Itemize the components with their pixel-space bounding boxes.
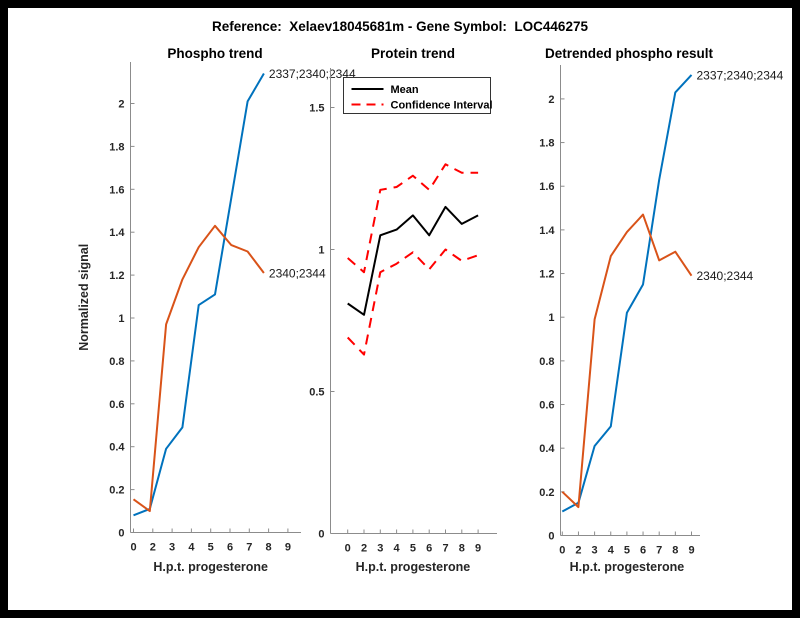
y-tick-label: 0.8 <box>539 356 554 368</box>
x-tick-label: 4 <box>394 543 401 555</box>
x-tick-label: 8 <box>266 542 272 554</box>
y-tick-label: 1.4 <box>539 225 555 237</box>
y-tick-label: 0.8 <box>109 356 124 368</box>
x-tick-label: 7 <box>246 542 252 554</box>
legend-item-label: Confidence Interval <box>391 100 493 112</box>
y-tick-label: 2 <box>548 94 554 106</box>
series-line <box>561 74 693 513</box>
x-tick-label: 2 <box>575 545 581 557</box>
y-tick-label: 1 <box>318 245 324 257</box>
y-tick-label: 1.5 <box>309 103 324 115</box>
series-line <box>132 224 265 513</box>
y-tick-label: 1.2 <box>539 269 554 281</box>
x-tick-label: 3 <box>592 545 598 557</box>
x-tick-label: 9 <box>475 543 481 555</box>
x-tick-label: 7 <box>656 545 662 557</box>
x-tick-label: 8 <box>459 543 465 555</box>
x-tick-label: 3 <box>377 543 383 555</box>
x-tick-label: 6 <box>227 542 233 554</box>
x-axis-label: H.p.t. progesterone <box>356 560 471 574</box>
y-tick-label: 0 <box>548 531 554 543</box>
y-tick-label: 0.6 <box>539 400 554 412</box>
series-line <box>346 248 479 356</box>
x-tick-label: 2 <box>150 542 156 554</box>
y-tick-label: 0.2 <box>109 485 124 497</box>
series-line <box>347 163 479 274</box>
series-end-label: 2337;2340;2344 <box>269 67 356 81</box>
y-tick-label: 0.5 <box>309 387 324 399</box>
x-tick-label: 3 <box>169 542 175 554</box>
series-end-label: 2340;2344 <box>697 269 754 283</box>
y-tick-label: 2 <box>118 99 124 111</box>
panel-title: Phospho trend <box>167 46 262 61</box>
y-tick-label: 0.4 <box>109 442 125 454</box>
series-line <box>133 72 265 517</box>
y-tick-label: 1.6 <box>539 181 554 193</box>
x-tick-label: 6 <box>426 543 432 555</box>
x-tick-label: 5 <box>410 543 416 555</box>
y-tick-label: 0 <box>318 529 324 541</box>
x-tick-label: 9 <box>688 545 694 557</box>
y-tick-label: 1.8 <box>539 138 554 150</box>
y-tick-label: 1.6 <box>109 184 124 196</box>
x-axis-label: H.p.t. progesterone <box>570 560 685 574</box>
x-tick-label: 0 <box>345 543 351 555</box>
x-tick-label: 0 <box>130 542 136 554</box>
legend-item-label: Mean <box>391 84 419 96</box>
series-end-label: 2340;2344 <box>269 266 326 280</box>
y-tick-label: 0.4 <box>539 443 555 455</box>
x-tick-label: 5 <box>208 542 214 554</box>
y-tick-label: 1.4 <box>109 227 125 239</box>
x-tick-label: 0 <box>559 545 565 557</box>
series-line <box>561 213 693 509</box>
x-tick-label: 2 <box>361 543 367 555</box>
y-tick-label: 0.2 <box>539 487 554 499</box>
figure-title: Reference: Xelaev18045681m - Gene Symbol… <box>212 19 588 34</box>
y-tick-label: 0.6 <box>109 399 124 411</box>
panel-title: Protein trend <box>371 46 455 61</box>
x-tick-label: 5 <box>624 545 630 557</box>
y-tick-label: 1 <box>548 312 554 324</box>
legend-box <box>343 77 491 114</box>
x-tick-label: 4 <box>188 542 195 554</box>
x-tick-label: 7 <box>442 543 448 555</box>
y-tick-label: 1.2 <box>109 270 124 282</box>
y-tick-label: 1 <box>118 313 124 325</box>
series-line <box>347 205 479 316</box>
x-tick-label: 9 <box>285 542 291 554</box>
y-tick-label: 1.8 <box>109 141 124 153</box>
x-tick-label: 6 <box>640 545 646 557</box>
panel-title: Detrended phospho result <box>545 46 714 61</box>
y-axis-label: Normalized signal <box>77 244 91 351</box>
series-end-label: 2337;2340;2344 <box>697 68 784 82</box>
x-axis-label: H.p.t. progesterone <box>153 560 268 574</box>
x-tick-label: 8 <box>672 545 678 557</box>
y-tick-label: 0 <box>118 528 124 540</box>
x-tick-label: 4 <box>608 545 615 557</box>
